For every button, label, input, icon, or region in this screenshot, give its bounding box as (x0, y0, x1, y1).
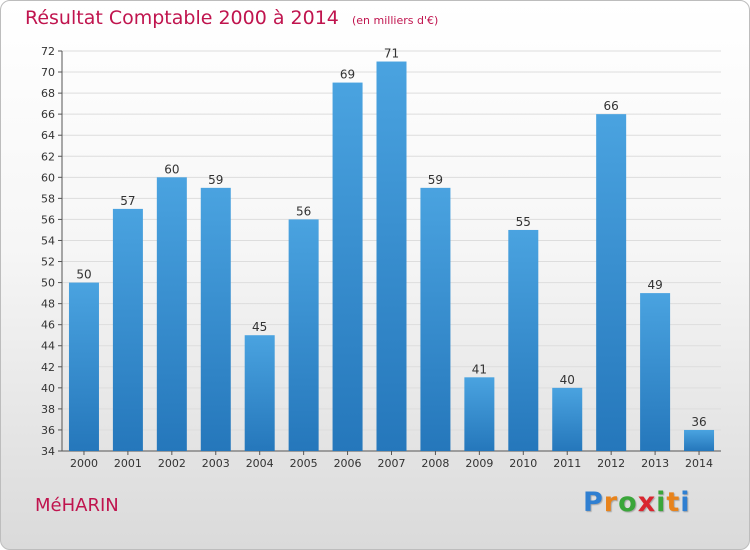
logo-letter: x (637, 487, 657, 518)
bar-2001 (112, 208, 143, 451)
y-tick-label: 44 (41, 340, 55, 353)
value-label-2013: 49 (647, 278, 662, 292)
bar-2000 (68, 282, 99, 451)
y-tick-label: 60 (41, 171, 55, 184)
value-label-2002: 60 (164, 162, 179, 176)
value-label-2008: 59 (428, 173, 443, 187)
logo-letter: P (583, 487, 604, 518)
y-tick-label: 70 (41, 66, 55, 79)
x-tick-label: 2010 (509, 457, 537, 470)
logo-letter: r (603, 487, 619, 518)
bar-2005 (288, 219, 319, 451)
x-tick-label: 2002 (158, 457, 186, 470)
bar-2007 (376, 61, 407, 452)
commune-name: MéHARIN (35, 495, 119, 516)
y-tick-label: 56 (41, 213, 55, 226)
y-tick-label: 36 (41, 424, 55, 437)
y-tick-label: 68 (41, 87, 55, 100)
bar-2013 (640, 293, 671, 451)
bar-2012 (596, 114, 627, 451)
value-label-2010: 55 (516, 215, 531, 229)
value-label-2001: 57 (120, 194, 135, 208)
x-tick-label: 2014 (685, 457, 713, 470)
bar-2014 (684, 429, 715, 451)
value-label-2003: 59 (208, 173, 223, 187)
y-tick-label: 40 (41, 382, 55, 395)
y-tick-label: 46 (41, 319, 55, 332)
x-tick-label: 2003 (202, 457, 230, 470)
value-label-2004: 45 (252, 320, 267, 334)
y-tick-label: 72 (41, 45, 55, 58)
bar-2004 (244, 335, 275, 451)
x-tick-label: 2009 (465, 457, 493, 470)
logo-letter: o (618, 487, 638, 518)
y-tick-label: 62 (41, 150, 55, 163)
value-label-2009: 41 (472, 362, 487, 376)
x-tick-label: 2004 (246, 457, 274, 470)
y-tick-label: 66 (41, 108, 55, 121)
value-label-2011: 40 (560, 373, 575, 387)
x-tick-label: 2005 (290, 457, 318, 470)
chart-subtitle: (en milliers d'€) (351, 14, 439, 27)
bars (68, 61, 715, 452)
y-tick-label: 64 (41, 129, 55, 142)
x-tick-label: 2012 (597, 457, 625, 470)
value-label-2005: 56 (296, 204, 311, 218)
bar-2006 (332, 82, 363, 451)
title-block: Résultat Comptable 2000 à 2014 (en milli… (25, 7, 438, 29)
value-label-2000: 50 (76, 268, 91, 282)
logo-letter: i (680, 487, 691, 518)
x-tick-label: 2006 (334, 457, 362, 470)
y-tick-label: 42 (41, 361, 55, 374)
logo-letter: t (666, 487, 681, 518)
x-tick-label: 2000 (70, 457, 98, 470)
value-labels: 50 57 60 59 45 56 69 71 59 41 55 40 66 49 36 (76, 47, 706, 429)
value-label-2014: 36 (691, 415, 706, 429)
proxiti-logo: Proxiti (583, 487, 691, 518)
bar-2009 (464, 377, 495, 451)
y-tick-label: 48 (41, 298, 55, 311)
bar-2008 (420, 187, 451, 451)
bar-2011 (552, 387, 583, 451)
y-tick-label: 34 (41, 445, 55, 458)
value-label-2012: 66 (604, 99, 619, 113)
y-tick-label: 58 (41, 192, 55, 205)
x-tick-label: 2008 (421, 457, 449, 470)
y-tick-label: 52 (41, 256, 55, 269)
x-tick-label: 2011 (553, 457, 581, 470)
bar-2010 (508, 229, 539, 451)
y-tick-label: 50 (41, 277, 55, 290)
y-tick-label: 54 (41, 234, 55, 247)
logo-letter: i (656, 487, 667, 518)
bar-2003 (200, 187, 231, 451)
value-label-2006: 69 (340, 68, 355, 82)
x-tick-label: 2013 (641, 457, 669, 470)
y-tick-label: 38 (41, 403, 55, 416)
bar-2002 (156, 177, 187, 451)
chart-title: Résultat Comptable 2000 à 2014 (25, 7, 339, 29)
x-tick-label: 2007 (378, 457, 406, 470)
value-label-2007: 71 (384, 47, 399, 61)
x-tick-label: 2001 (114, 457, 142, 470)
